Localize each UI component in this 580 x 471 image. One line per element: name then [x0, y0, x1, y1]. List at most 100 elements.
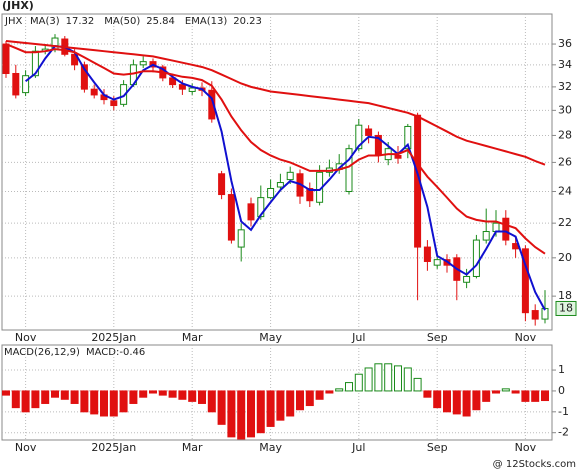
- macd-title: MACD(26,12,9): [4, 347, 80, 358]
- candle-body: [188, 87, 196, 92]
- legend-value: 25.84: [146, 16, 175, 27]
- bar: [109, 390, 118, 417]
- candle-body: [90, 88, 98, 96]
- bar: [335, 388, 344, 392]
- y-tick-label: 32: [558, 80, 572, 93]
- symbol: JHX: [4, 16, 22, 27]
- candle-body: [394, 154, 402, 159]
- bar: [364, 367, 373, 392]
- candle-body: [139, 61, 147, 66]
- y-tick-label: 30: [558, 103, 572, 116]
- x-tick-label: Nov: [15, 441, 37, 454]
- x-tick-label: Mar: [182, 331, 203, 344]
- bar: [168, 390, 177, 398]
- candle-body: [423, 246, 431, 262]
- candle-body: [110, 100, 118, 107]
- candle-body: [492, 222, 500, 233]
- bar: [501, 388, 510, 392]
- bar: [394, 365, 402, 392]
- y-tick-label: 1: [558, 363, 565, 376]
- candle-body: [2, 43, 10, 74]
- bar: [139, 390, 148, 398]
- bar: [374, 363, 383, 392]
- candle-body: [463, 275, 471, 283]
- bar: [276, 390, 285, 421]
- bar: [531, 390, 540, 402]
- bar: [237, 390, 246, 440]
- x-tick-label: Mar: [182, 441, 203, 454]
- bar: [482, 390, 491, 402]
- bar: [443, 390, 451, 413]
- x-tick-label: Nov: [515, 441, 537, 454]
- candle-body: [227, 194, 235, 241]
- chart-title: (JHX): [2, 0, 34, 12]
- candle-body: [521, 248, 529, 314]
- bar: [11, 390, 20, 409]
- bar: [345, 382, 353, 392]
- legend-value: 17.32: [66, 16, 95, 27]
- bar: [286, 390, 295, 417]
- candle-body: [12, 72, 20, 96]
- candle-body: [247, 203, 255, 221]
- bar: [325, 390, 334, 394]
- bar: [198, 390, 206, 404]
- bar: [129, 390, 138, 404]
- bar: [403, 367, 412, 392]
- bar: [433, 390, 442, 409]
- y-tick-label: 34: [558, 58, 572, 71]
- bar: [354, 373, 363, 392]
- candle-body: [22, 75, 30, 94]
- bar: [305, 390, 314, 407]
- legend-label: MA(50): [104, 16, 140, 27]
- candle-body: [218, 173, 226, 196]
- candle-body: [472, 239, 480, 277]
- price-panel: [1, 13, 553, 331]
- bar: [227, 390, 236, 438]
- candle-body: [286, 171, 294, 181]
- bar: [266, 390, 275, 427]
- candle-body: [237, 229, 245, 248]
- candle-body: [120, 84, 128, 105]
- bar: [472, 390, 481, 411]
- x-tick-label: 2025Jan: [91, 441, 136, 454]
- price-label-box: [555, 300, 577, 316]
- bar: [413, 377, 422, 392]
- candle-body: [502, 217, 510, 241]
- bar: [315, 390, 324, 400]
- candle-body: [345, 148, 353, 193]
- bar: [541, 390, 549, 402]
- bar: [207, 390, 216, 413]
- bar: [60, 390, 69, 400]
- y-tick-label: 18: [558, 289, 572, 302]
- bar: [423, 390, 432, 398]
- candle-body: [178, 84, 186, 90]
- watermark: @ 12Stocks.com: [493, 459, 576, 470]
- bar: [511, 390, 520, 394]
- x-tick-label: 2025Jan: [91, 331, 136, 344]
- bar: [452, 390, 461, 415]
- bar: [70, 390, 79, 404]
- bar: [31, 390, 40, 409]
- x-tick-label: Jul: [351, 441, 365, 454]
- bar: [2, 390, 10, 396]
- x-tick-label: Sep: [427, 441, 448, 454]
- candle-body: [482, 231, 490, 241]
- line-series: [5, 43, 546, 255]
- x-tick-label: May: [259, 331, 282, 344]
- legend-label: MA(3): [30, 16, 60, 27]
- bar: [80, 390, 89, 413]
- x-tick-label: Nov: [15, 331, 37, 344]
- x-tick-label: Nov: [515, 331, 537, 344]
- bar: [217, 390, 226, 425]
- candle-body: [306, 187, 314, 202]
- bar: [384, 363, 393, 392]
- bar: [256, 390, 265, 434]
- candle-body: [404, 125, 412, 150]
- bar: [21, 390, 30, 413]
- y-tick-label: 20: [558, 251, 572, 264]
- candle-body: [208, 89, 216, 120]
- macd-value: MACD:-0.46: [86, 347, 145, 358]
- bar: [90, 390, 99, 415]
- bar: [247, 390, 255, 438]
